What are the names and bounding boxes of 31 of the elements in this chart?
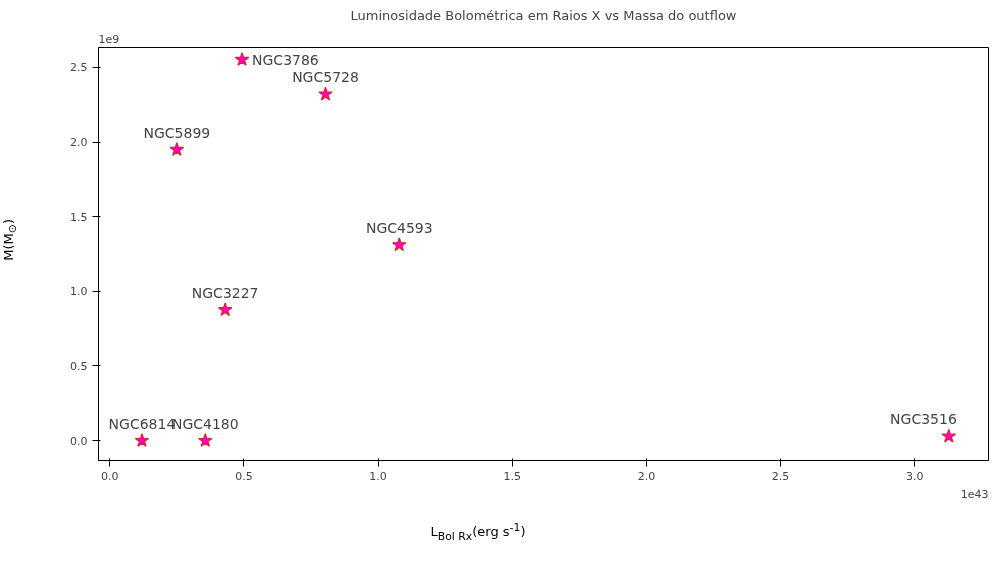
y-tick-label: 0.0 — [70, 434, 88, 448]
point — [169, 142, 185, 156]
point — [134, 433, 150, 447]
x-tick-label: 0.0 — [101, 469, 119, 483]
x-tick-label: 3.0 — [905, 469, 924, 483]
annotation: NGC4593 — [365, 219, 433, 236]
x-tick-label: 0.5 — [235, 469, 253, 483]
point — [198, 433, 213, 447]
text: 1e43 — [960, 487, 989, 501]
text: 1e9 — [98, 32, 120, 46]
x-tick-label: 2.5 — [771, 469, 790, 483]
annotation: NGC5728 — [292, 69, 359, 86]
annotation: NGC3786 — [252, 51, 319, 68]
y-tick-label: 1.0 — [70, 285, 88, 299]
chart-title: Luminosidade Bolométrica em Raios X vs Massa do outflow — [350, 7, 737, 23]
point — [392, 237, 407, 252]
point — [941, 428, 957, 443]
annotation: NGC3516 — [890, 411, 957, 428]
y-tick-label: 1.5 — [70, 210, 88, 224]
annotation: NGC5899 — [143, 124, 211, 141]
x-tick-label: 1.5 — [503, 469, 521, 483]
x-tick-label: 2.0 — [637, 469, 656, 483]
y-tick-label: 2.5 — [70, 61, 88, 75]
point — [234, 51, 250, 66]
annotation: NGC3227 — [191, 284, 259, 301]
y-tick-label: 2.0 — [70, 136, 88, 150]
x-axis-title: L$_{Bol Rx}$(erg s$^{-1}$) — [429, 520, 527, 545]
point — [318, 86, 333, 101]
y-tick-label: 0.5 — [70, 359, 88, 373]
point — [217, 302, 233, 317]
x-tick-label: 1.0 — [369, 469, 387, 483]
